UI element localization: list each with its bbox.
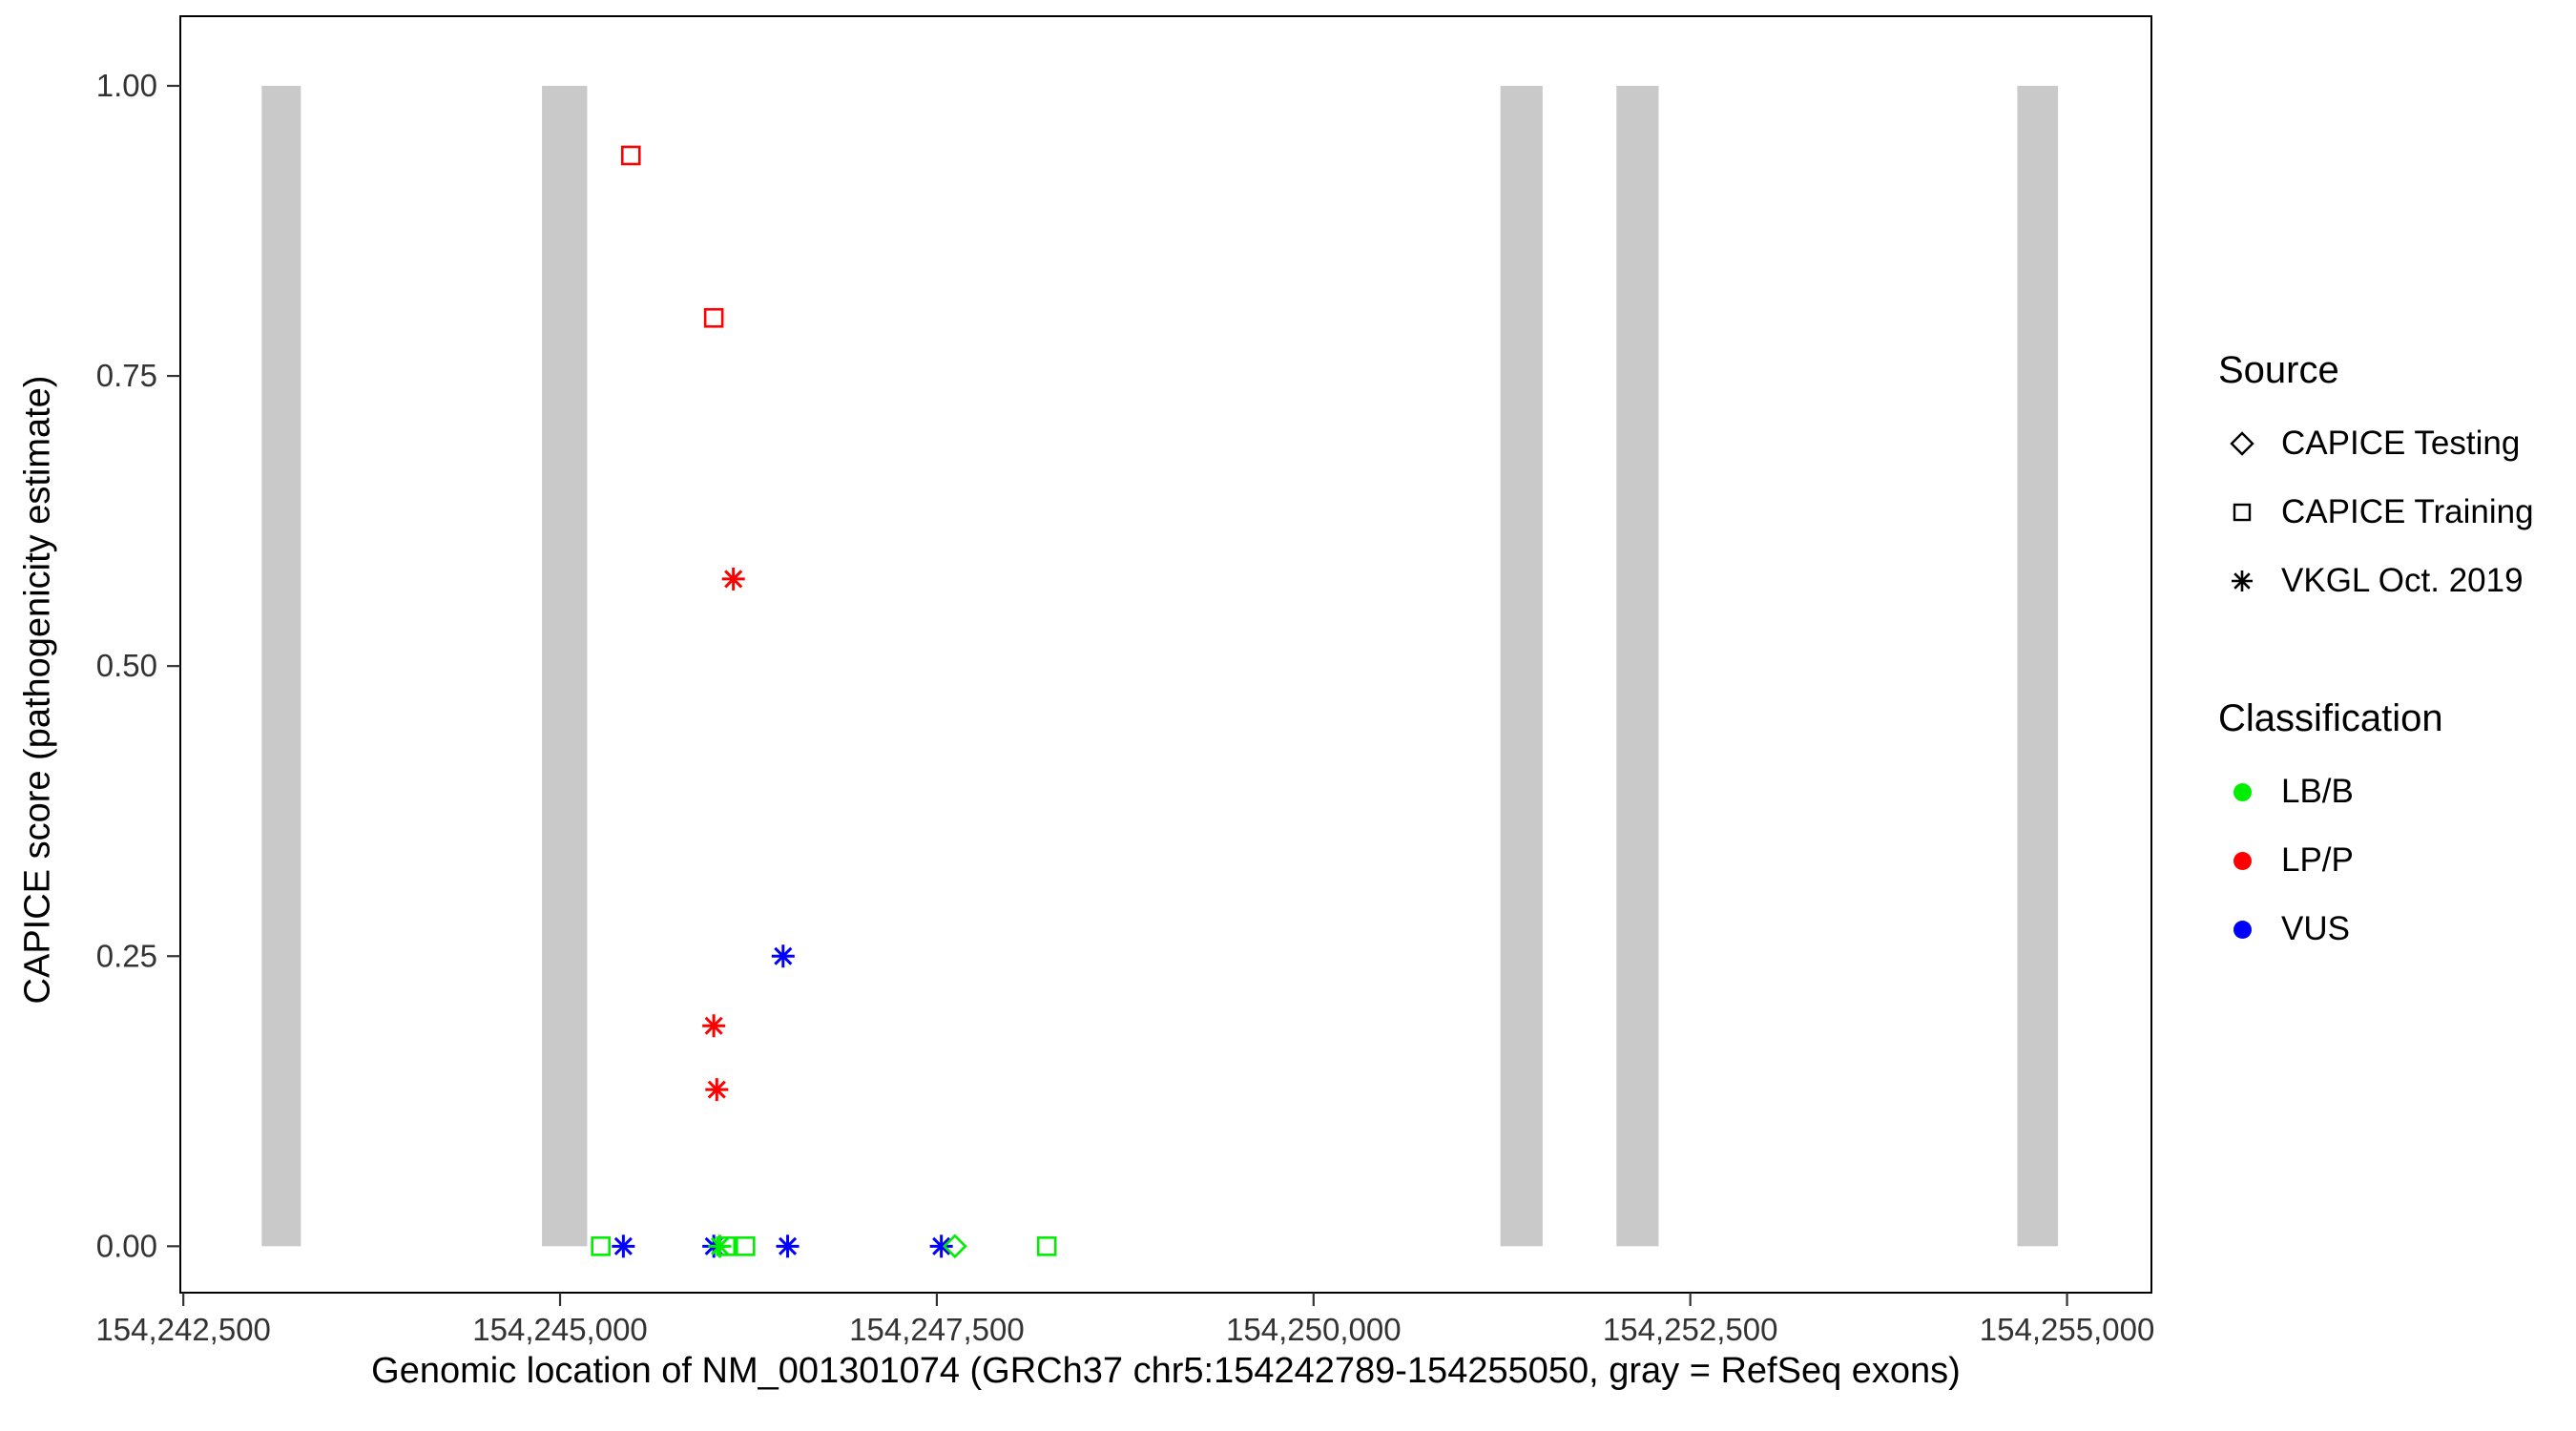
data-point [771,944,795,968]
y-tick-label: 0.25 [96,938,157,973]
data-point [1036,1236,1057,1256]
data-point [620,145,641,166]
classification-dot [2233,782,2252,801]
data-point [776,1234,800,1258]
y-tick-label: 0.50 [96,648,157,683]
classification-dot [2233,851,2252,870]
legend-label: CAPICE Training [2281,493,2534,530]
y-tick-label: 0.75 [96,358,157,393]
legend-label: VUS [2281,910,2350,947]
legend-label: CAPICE Testing [2281,425,2521,462]
legend-label: VKGL Oct. 2019 [2281,562,2524,599]
x-tick-label: 154,250,000 [1226,1312,1402,1347]
data-point [591,1236,611,1256]
data-point [721,567,745,591]
y-axis-title: CAPICE score (pathogenicity estimate) [17,375,58,1005]
circle-icon [2218,840,2266,881]
legend-label: LP/P [2281,841,2354,879]
legend-label: LB/B [2281,773,2354,810]
diamond-icon [2218,423,2266,465]
x-tick-label: 154,255,000 [1980,1312,2155,1347]
exon-bar [2017,85,2059,1247]
circle-icon [2218,771,2266,813]
exon-bar [1500,85,1543,1247]
x-axis-title: Genomic location of NM_001301074 (GRCh37… [371,1351,1961,1391]
legend-item-vus: VUS [2218,895,2571,964]
data-point [716,1236,737,1256]
data-point [612,1234,635,1258]
exon-bar [261,85,301,1247]
legend-item-lbb: LB/B [2218,757,2571,826]
exon-bar [542,85,588,1247]
axes: 154,242,500 154,245,000 154,247,500 154,250… [95,15,2155,1347]
circle-icon [2218,908,2266,950]
y-tick-label: 0.00 [96,1228,157,1263]
asterisk-icon [2218,560,2266,602]
panel-border [179,15,2152,1294]
legend-item-vkgl: VKGL Oct. 2019 [2218,547,2571,615]
legend-item-capice-training: CAPICE Training [2218,478,2571,547]
exon-bars [261,85,2059,1247]
x-tick-label: 154,242,500 [95,1312,271,1347]
legend-item-capice-testing: CAPICE Testing [2218,409,2571,478]
data-point [736,1236,756,1256]
legend-item-lpp: LP/P [2218,826,2571,895]
legend-classification-title: Classification [2218,697,2443,739]
legend-source-title: Source [2218,349,2339,391]
data-point [703,307,724,328]
classification-dot [2233,920,2252,939]
exon-bar [1616,85,1659,1247]
data-point [705,1078,729,1102]
legend: Source CAPICE Testing CAPICE Training [2218,351,2571,964]
data-point [943,1234,967,1259]
x-tick-label: 154,245,000 [472,1312,648,1347]
y-tick-label: 1.00 [96,68,157,103]
data-point [702,1014,726,1038]
legend-source: Source CAPICE Testing CAPICE Training [2218,351,2571,615]
x-tick-label: 154,247,500 [849,1312,1025,1347]
legend-classification: Classification LB/B LP/P VUS [2218,699,2571,964]
square-icon [2218,491,2266,533]
data-point [929,1234,953,1258]
x-tick-label: 154,252,500 [1603,1312,1778,1347]
data-points [591,145,1057,1259]
